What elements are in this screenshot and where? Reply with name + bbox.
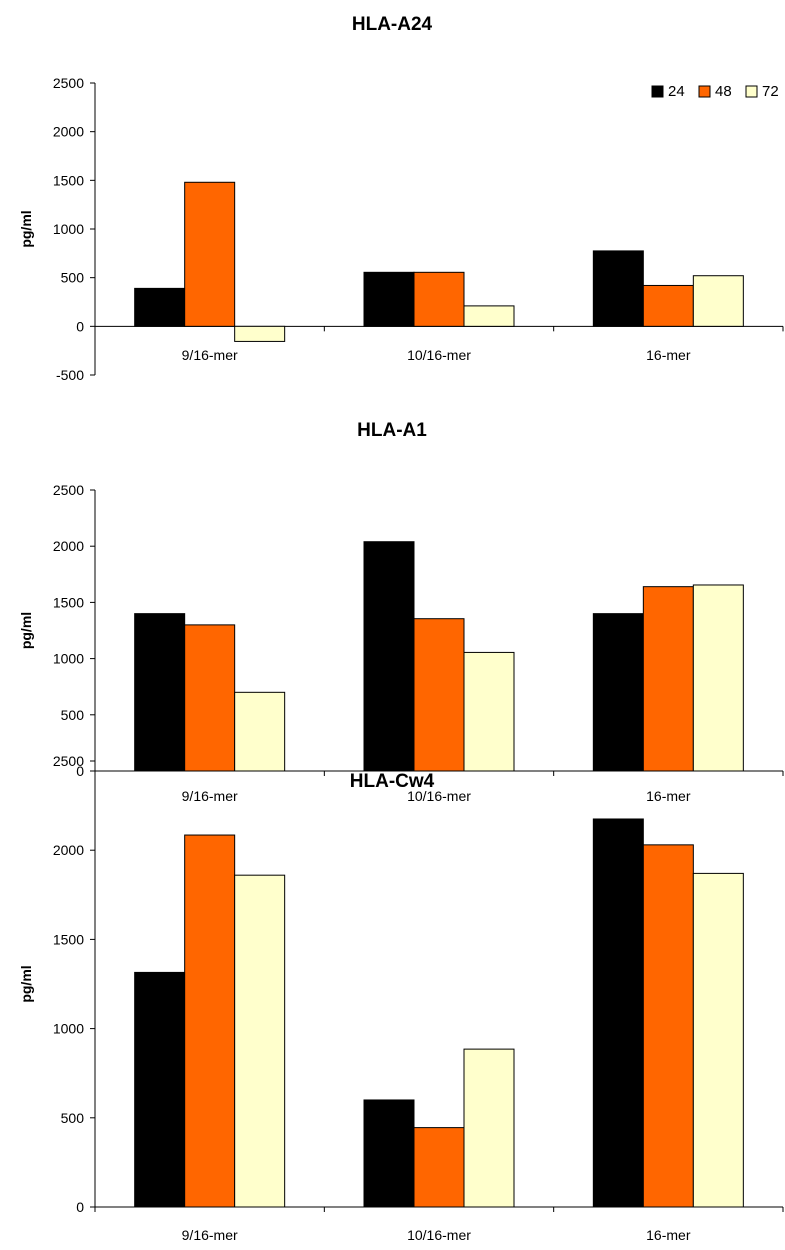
bar-1-16-mer-series-48 [642,284,694,327]
y-tick-label-1-3: 1000 [53,221,84,237]
bar-1-9-16-mer-series-72 [234,325,286,342]
y-tick-label-2-2: 1000 [53,651,84,667]
bar-1-10-16-mer-series-72 [463,305,515,327]
x-tick-label-2-0: 9/16-mer [182,788,238,804]
bar-3-16-mer-series-24 [592,818,644,1208]
bar-2-9-16-mer-series-72 [234,691,286,772]
chart-title-1: HLA-A24 [352,14,433,35]
bar-3-16-mer-series-48 [642,844,694,1208]
x-tick-label-1-2: 16-mer [646,347,691,363]
y-tick-label-2-3: 1500 [53,594,84,610]
y-tick-label-1-4: 1500 [53,172,84,188]
bar-2-10-16-mer-series-48 [413,618,465,772]
bar-1-9-16-mer-series-48 [184,181,236,327]
y-tick-label-2-0: 0 [76,763,84,779]
bar-2-16-mer-series-24 [592,613,644,772]
bar-2-16-mer-series-72 [692,584,744,772]
bar-2-9-16-mer-series-24 [134,613,186,772]
x-tick-label-3-0: 9/16-mer [182,1227,238,1243]
legend-label-48: 48 [715,83,732,100]
y-axis-label-1: pg/ml [18,210,34,247]
legend-swatch-24 [651,85,664,98]
bar-3-9-16-mer-series-48 [184,834,236,1208]
x-tick-label-3-1: 10/16-mer [407,1227,471,1243]
y-tick-label-3-1: 500 [61,1110,85,1126]
y-tick-label-3-5: 2500 [53,753,84,769]
bar-3-9-16-mer-series-72 [234,874,286,1208]
bar-2-16-mer-series-48 [642,586,694,772]
bar-1-10-16-mer-series-24 [363,271,415,327]
bar-1-16-mer-series-24 [592,250,644,327]
legend-swatch-72 [745,85,758,98]
x-tick-label-3-2: 16-mer [646,1227,691,1243]
y-axis-label-3: pg/ml [18,965,34,1002]
chart-title-2: HLA-A1 [357,420,427,441]
legend-label-72: 72 [762,83,779,100]
y-axis-label-2: pg/ml [18,612,34,649]
y-tick-label-2-1: 500 [61,707,85,723]
x-tick-label-1-0: 9/16-mer [182,347,238,363]
y-tick-label-1-5: 2000 [53,124,84,140]
y-tick-label-2-4: 2000 [53,538,84,554]
bar-1-16-mer-series-72 [692,275,744,327]
y-tick-label-1-2: 500 [61,270,85,286]
bar-3-10-16-mer-series-48 [413,1127,465,1208]
x-tick-label-1-1: 10/16-mer [407,347,471,363]
y-tick-label-1-1: 0 [76,318,84,334]
x-tick-label-2-1: 10/16-mer [407,788,471,804]
y-tick-label-1-6: 2500 [53,75,84,91]
bar-3-9-16-mer-series-24 [134,971,186,1208]
bar-1-9-16-mer-series-24 [134,287,186,327]
y-tick-label-3-2: 1000 [53,1021,84,1037]
y-tick-label-3-0: 0 [76,1199,84,1215]
y-tick-label-3-4: 2000 [53,842,84,858]
y-tick-label-3-3: 1500 [53,931,84,947]
bar-3-10-16-mer-series-72 [463,1048,515,1208]
bar-2-10-16-mer-series-24 [363,541,415,772]
y-tick-label-2-5: 2500 [53,482,84,498]
bar-1-10-16-mer-series-48 [413,271,465,327]
y-tick-label-1-0: -500 [56,367,84,383]
bar-3-10-16-mer-series-24 [363,1099,415,1208]
bar-2-10-16-mer-series-72 [463,651,515,772]
chart-title-3: HLA-Cw4 [350,771,435,792]
bar-3-16-mer-series-72 [692,872,744,1208]
x-tick-label-2-2: 16-mer [646,788,691,804]
bar-2-9-16-mer-series-48 [184,624,236,772]
legend-swatch-48 [698,85,711,98]
legend-label-24: 24 [668,83,685,100]
